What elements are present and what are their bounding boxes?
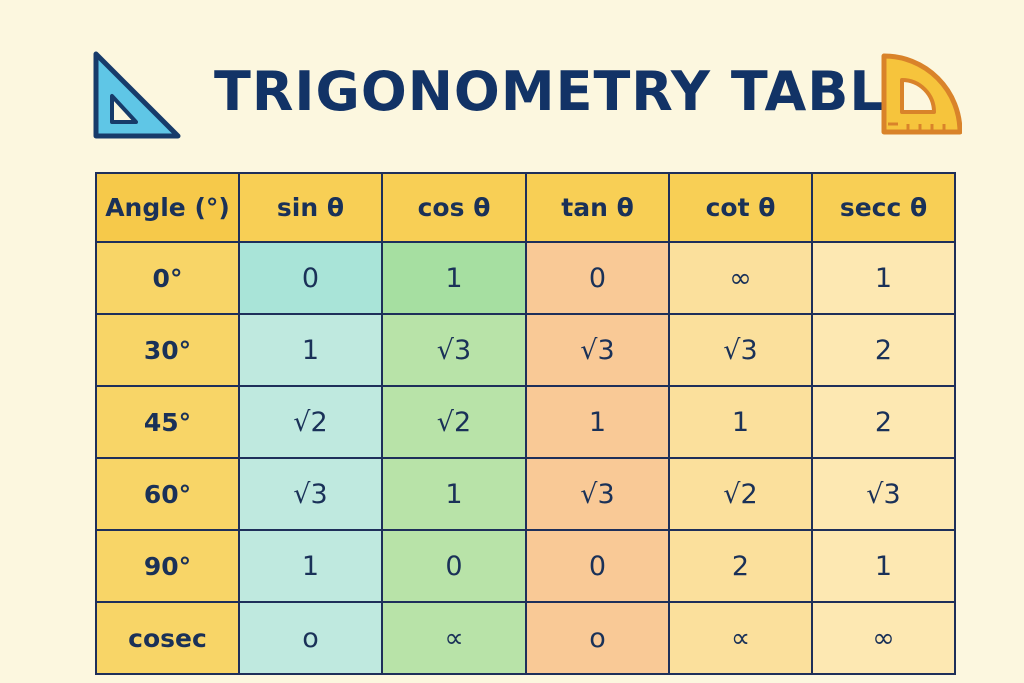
sin-cell: √3 xyxy=(238,457,383,531)
table-header-row: Angle (°) sin θ cos θ tan θ cot θ secc θ xyxy=(95,172,956,243)
cos-cell: 1 xyxy=(381,241,527,315)
cos-cell: 0 xyxy=(381,529,527,603)
cos-cell: √2 xyxy=(381,385,527,459)
cos-cell: 1 xyxy=(381,457,527,531)
cos-cell: √3 xyxy=(381,313,527,387)
sec-cell: 2 xyxy=(811,313,956,387)
sec-cell: 1 xyxy=(811,241,956,315)
angle-cell: 90° xyxy=(95,529,240,603)
tan-cell: √3 xyxy=(525,313,670,387)
tan-cell: o xyxy=(525,601,670,675)
sin-cell: √2 xyxy=(238,385,383,459)
angle-cell: 0° xyxy=(95,241,240,315)
header-sin: sin θ xyxy=(238,172,383,243)
cot-cell: √2 xyxy=(668,457,813,531)
angle-cell: 45° xyxy=(95,385,240,459)
tan-cell: 0 xyxy=(525,529,670,603)
table-row: cosec o ∝ o ∝ ∞ xyxy=(95,601,956,675)
sin-cell: 1 xyxy=(238,313,383,387)
cot-cell: ∝ xyxy=(668,601,813,675)
sec-cell: 1 xyxy=(811,529,956,603)
table-row: 0° 0 1 0 ∞ 1 xyxy=(95,241,956,315)
header-angle: Angle (°) xyxy=(95,172,240,243)
sin-cell: o xyxy=(238,601,383,675)
sec-cell: 2 xyxy=(811,385,956,459)
tan-cell: 0 xyxy=(525,241,670,315)
table-row: 90° 1 0 0 2 1 xyxy=(95,529,956,603)
cot-cell: 1 xyxy=(668,385,813,459)
angle-cell: cosec xyxy=(95,601,240,675)
angle-cell: 30° xyxy=(95,313,240,387)
page-title: TRIGONOMETRY TABLE xyxy=(214,60,923,123)
tan-cell: 1 xyxy=(525,385,670,459)
cot-cell: √3 xyxy=(668,313,813,387)
sec-cell: ∞ xyxy=(811,601,956,675)
trig-table-container: Angle (°) sin θ cos θ tan θ cot θ secc θ… xyxy=(95,172,956,675)
sin-cell: 1 xyxy=(238,529,383,603)
tan-cell: √3 xyxy=(525,457,670,531)
header-cot: cot θ xyxy=(668,172,813,243)
protractor-icon xyxy=(881,53,962,135)
table-row: 60° √3 1 √3 √2 √3 xyxy=(95,457,956,531)
sec-cell: √3 xyxy=(811,457,956,531)
header-sec: secc θ xyxy=(811,172,956,243)
table-row: 45° √2 √2 1 1 2 xyxy=(95,385,956,459)
trig-table: Angle (°) sin θ cos θ tan θ cot θ secc θ… xyxy=(95,172,956,675)
table-row: 30° 1 √3 √3 √3 2 xyxy=(95,313,956,387)
header-cos: cos θ xyxy=(381,172,527,243)
cot-cell: ∞ xyxy=(668,241,813,315)
cos-cell: ∝ xyxy=(381,601,527,675)
header-tan: tan θ xyxy=(525,172,670,243)
cot-cell: 2 xyxy=(668,529,813,603)
sin-cell: 0 xyxy=(238,241,383,315)
angle-cell: 60° xyxy=(95,457,240,531)
set-square-icon xyxy=(93,51,181,139)
page-header: TRIGONOMETRY TABLE xyxy=(0,40,1024,140)
